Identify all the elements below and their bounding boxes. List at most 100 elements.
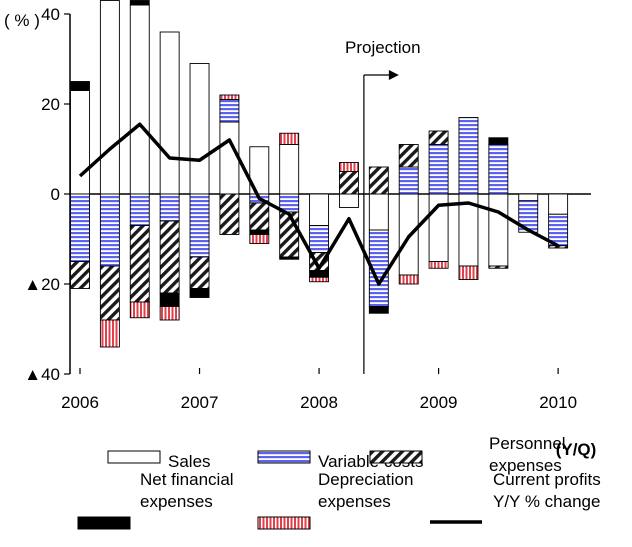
bar-segment-depreciation: [309, 276, 330, 283]
bar-segment-personnel: [338, 171, 359, 195]
bar-segment-personnel: [488, 265, 509, 269]
bar-segment-variable: [159, 193, 180, 222]
bar-segment-variable: [189, 193, 210, 258]
bar-segment-variable: [129, 193, 150, 226]
legend-swatch-financial: [77, 516, 131, 530]
legend-swatch-personnel: [369, 450, 423, 464]
legend-swatch-sales: [107, 450, 161, 464]
legend-label-line: expenses: [140, 492, 213, 511]
x-tick-label: 2010: [539, 393, 577, 412]
bar-segment-personnel: [189, 256, 210, 289]
bar-segment-sales: [129, 4, 150, 195]
bar-segment-financial: [488, 137, 509, 145]
bar-segment-sales: [189, 63, 210, 195]
bar-segment-depreciation: [458, 265, 479, 280]
bar-segment-financial: [368, 306, 389, 314]
legend-label-line: Sales: [168, 452, 211, 471]
legend-label-line: Depreciation: [318, 470, 413, 489]
bar-segment-variable: [488, 144, 509, 195]
bar-segment-sales: [279, 144, 300, 195]
bars: [70, 0, 569, 348]
bar-segment-sales: [368, 193, 389, 231]
y-tick-label: 0: [51, 185, 60, 204]
bar-segment-depreciation: [219, 94, 240, 100]
axis-labels: ( % ) Projection (Y/Q): [4, 11, 596, 459]
legend-label-personnel: Personnel expenses: [489, 434, 566, 475]
bar-segment-personnel: [249, 202, 270, 231]
bar-segment-sales: [159, 31, 180, 195]
bar-segment-personnel: [428, 130, 449, 145]
bar-segment-financial: [309, 270, 330, 278]
y-unit-label: ( % ): [4, 11, 40, 30]
bar-segment-personnel: [219, 193, 240, 235]
bar-segment-sales: [488, 193, 509, 267]
bar-segment-financial: [159, 292, 180, 307]
bar-segment-depreciation: [279, 132, 300, 145]
y-tick-label: ▲40: [24, 365, 60, 384]
bar-segment-personnel: [279, 211, 300, 258]
bar-segment-financial: [129, 0, 150, 6]
x-tick-label: 2007: [181, 393, 219, 412]
bar-segment-financial: [279, 256, 300, 260]
legend-label-sales: Sales: [168, 452, 211, 471]
bar-segment-variable: [518, 200, 539, 233]
legend-label-line: Net financial: [140, 470, 234, 489]
bar-segment-personnel: [368, 166, 389, 195]
bar-segment-variable: [398, 166, 419, 195]
legend-label-line: Current profits: [493, 470, 601, 489]
bar-segment-sales: [338, 193, 359, 208]
bar-segment-variable: [458, 117, 479, 195]
legend-label-profits: Current profits Y/Y % change: [493, 470, 601, 511]
bar-segment-depreciation: [428, 261, 449, 269]
legend-label-line: Personnel: [489, 434, 566, 453]
bar-segment-sales: [219, 121, 240, 195]
legend-label-line: expenses: [318, 492, 391, 511]
bar-segment-variable: [70, 193, 90, 262]
bar-segment-sales: [70, 90, 90, 195]
bar-segment-sales: [518, 193, 539, 202]
bar-segment-financial: [249, 229, 270, 235]
y-tick-label: 40: [41, 5, 60, 24]
x-tick-label: 2008: [300, 393, 338, 412]
y-tick-label: ▲20: [24, 275, 60, 294]
bar-segment-sales: [99, 0, 120, 195]
legend-swatch-depreciation: [257, 516, 311, 530]
bar-segment-personnel: [129, 225, 150, 303]
bar-segment-depreciation: [338, 162, 359, 172]
y-tick-label: 20: [41, 95, 60, 114]
bar-segment-sales: [548, 193, 569, 215]
bar-segment-variable: [219, 99, 240, 123]
bar-segment-depreciation: [159, 306, 180, 321]
bar-segment-variable: [99, 193, 120, 267]
bar-segment-financial: [70, 81, 90, 91]
bar-segment-personnel: [159, 220, 180, 294]
frequency-label: (Y/Q): [556, 440, 597, 459]
series-line-profits: [78, 122, 559, 286]
projection-arrow-head: [388, 70, 399, 80]
bar-segment-personnel: [99, 265, 120, 321]
bar-segment-personnel: [70, 261, 90, 289]
x-tick-label: 2006: [61, 393, 99, 412]
bar-segment-depreciation: [398, 274, 419, 285]
projection-annotation: Projection: [345, 38, 421, 57]
bar-segment-depreciation: [99, 319, 120, 348]
legend-swatch-variable: [257, 450, 311, 464]
bar-segment-financial: [189, 288, 210, 298]
bar-segment-depreciation: [249, 234, 270, 244]
bar-segment-sales: [309, 193, 330, 226]
legend-label-line: expenses: [489, 456, 562, 475]
x-tick-label: 2009: [420, 393, 458, 412]
bar-segment-personnel: [548, 245, 569, 249]
profit-line-layer: [78, 122, 559, 286]
bar-segment-depreciation: [129, 301, 150, 319]
legend-label-depreciation: Depreciation expenses: [318, 470, 413, 511]
legend-label-financial: Net financial expenses: [140, 470, 234, 511]
bar-segment-variable: [309, 225, 330, 253]
bar-segment-personnel: [398, 144, 419, 168]
bar-segment-variable: [428, 144, 449, 195]
legend-label-line: Y/Y % change: [493, 492, 600, 511]
